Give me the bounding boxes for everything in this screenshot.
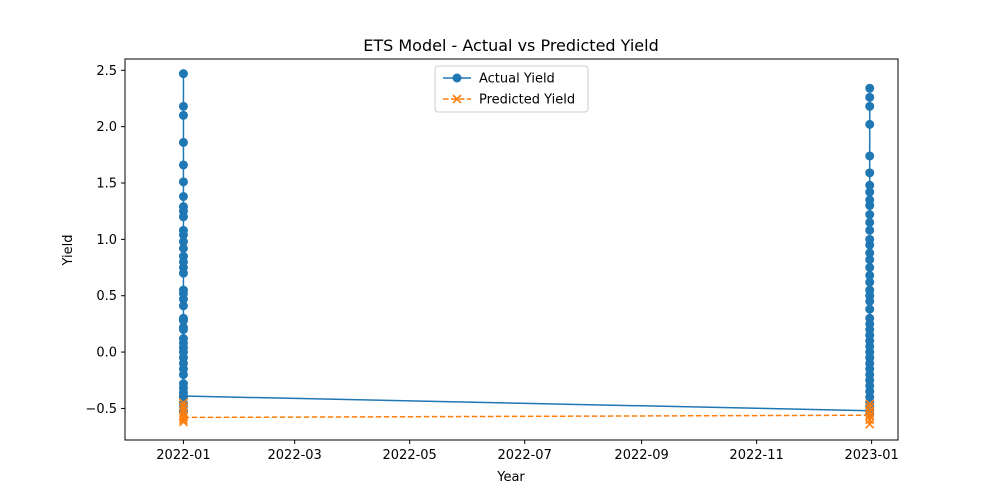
y-tick-label: 0.5 <box>96 289 117 304</box>
x-tick-label: 2022-05 <box>383 448 437 463</box>
series-1-point <box>865 270 875 280</box>
series-layer <box>178 69 875 429</box>
y-tick-label: 1.0 <box>96 233 117 248</box>
series-1-line <box>182 73 871 415</box>
series-1-point <box>865 263 875 273</box>
series-1-point <box>178 268 188 278</box>
series-1-point <box>865 180 875 190</box>
series-1-point <box>865 225 875 235</box>
series-1-point <box>178 137 188 147</box>
series-2-point <box>178 404 189 415</box>
series-2-point <box>865 419 875 429</box>
series-1-point <box>865 210 875 220</box>
legend-label: Actual Yield <box>479 72 555 87</box>
series-1-point <box>178 316 188 326</box>
x-tick-label: 2022-01 <box>156 448 210 463</box>
series-1-point <box>178 294 188 304</box>
series-1-point <box>178 69 188 79</box>
series-1-point <box>178 243 188 253</box>
series-2-point <box>178 401 189 411</box>
x-tick-label: 2022-11 <box>729 448 783 463</box>
series-1-point <box>865 255 875 265</box>
x-axis: 2022-01 2022-03 2022-05 2022-07 2022-09 2022-… <box>156 440 899 463</box>
x-tick-label: 2022-03 <box>268 448 322 463</box>
series-1-point <box>178 192 188 202</box>
y-tick-label: 2.0 <box>96 120 117 135</box>
y-axis-title: Yield <box>61 235 76 267</box>
y-tick-label: 1.5 <box>96 176 117 191</box>
series-1-point <box>865 83 875 93</box>
series-1-point <box>865 217 875 227</box>
series-1-point <box>865 92 875 102</box>
series-2-point <box>178 398 189 408</box>
series-1-point <box>865 101 875 111</box>
series-1-point <box>865 304 875 314</box>
series-1-point <box>865 285 875 295</box>
series-1 <box>178 69 875 419</box>
series-1-point <box>178 177 188 187</box>
series-2-point <box>865 402 875 412</box>
series-2 <box>178 398 875 429</box>
series-1-point <box>178 212 188 222</box>
x-tick-label: 2022-09 <box>614 448 668 463</box>
x-tick-label: 2023-01 <box>844 448 898 463</box>
y-tick-label: −0.5 <box>85 402 117 417</box>
legend: Actual Yield Predicted Yield <box>434 65 589 113</box>
series-2-point <box>178 412 189 423</box>
series-1-point <box>865 277 875 287</box>
series-1-point <box>865 234 875 244</box>
legend-entry-2: Predicted Yield <box>443 93 575 108</box>
series-1-point <box>865 313 875 323</box>
series-1-point <box>178 301 188 311</box>
legend-entry-1: Actual Yield <box>443 72 555 87</box>
series-1-point <box>865 248 875 258</box>
series-1-point <box>178 237 188 247</box>
series-1-point <box>178 325 188 335</box>
series-2-line <box>182 402 871 425</box>
series-1-point <box>865 168 875 178</box>
series-1-point <box>865 187 875 197</box>
plot-frame <box>124 58 899 441</box>
series-1-point <box>178 370 188 380</box>
series-1-point <box>178 391 188 401</box>
series-1-point <box>865 151 875 161</box>
series-1-point <box>178 110 188 120</box>
series-2-point <box>865 399 875 409</box>
x-tick-label: 2022-07 <box>498 448 552 463</box>
series-2-point <box>178 415 189 425</box>
x-axis-title: Year <box>496 470 525 485</box>
series-1-point <box>865 195 875 205</box>
series-1-point <box>865 119 875 129</box>
legend-label: Predicted Yield <box>479 93 575 108</box>
y-tick-label: 0.0 <box>96 346 117 361</box>
y-tick-label: 2.5 <box>96 64 117 79</box>
chart-title: ETS Model - Actual vs Predicted Yield <box>363 36 659 55</box>
series-1-point <box>178 160 188 170</box>
legend-box <box>434 65 589 113</box>
series-1-point <box>178 101 188 111</box>
series-1-point <box>178 230 188 240</box>
y-axis: −0.5 0.0 0.5 1.0 1.5 2.0 2.5 <box>85 64 125 417</box>
